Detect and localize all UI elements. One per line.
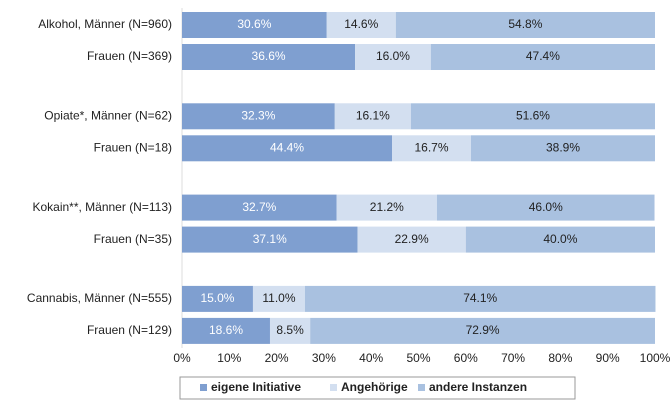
bar-segment — [471, 135, 655, 162]
data-label: 18.6% — [209, 323, 243, 337]
bar-segment — [304, 285, 656, 312]
data-label: 32.3% — [241, 108, 275, 122]
bar-segment — [357, 226, 466, 253]
data-label: 74.1% — [463, 291, 497, 305]
x-tick-label: 60% — [454, 351, 478, 365]
legend-label: eigene Initiative — [211, 380, 301, 394]
data-label: 37.1% — [253, 232, 287, 246]
data-label: 30.6% — [237, 17, 271, 31]
data-label: 36.6% — [252, 49, 286, 63]
data-label: 22.9% — [395, 232, 429, 246]
x-tick-label: 40% — [359, 351, 383, 365]
bar-segment — [182, 44, 356, 70]
x-tick-label: 50% — [406, 351, 430, 365]
data-label: 44.4% — [270, 140, 304, 154]
data-label: 38.9% — [546, 140, 580, 154]
bar-segment — [392, 135, 472, 162]
y-tick-label: Frauen (N=18) — [94, 140, 172, 154]
data-label: 72.9% — [466, 323, 500, 337]
data-label: 47.4% — [526, 49, 560, 63]
legend-box — [179, 376, 576, 400]
data-label: 46.0% — [529, 200, 563, 214]
data-label: 16.7% — [414, 140, 448, 154]
bar-segment — [310, 317, 655, 344]
bar-segment — [326, 12, 396, 38]
y-tick-label: Frauen (N=35) — [94, 232, 172, 246]
bar-segment — [334, 103, 411, 130]
data-label: 51.6% — [516, 108, 550, 122]
x-tick-label: 0% — [173, 351, 191, 365]
bar-segment — [182, 103, 335, 130]
data-label: 16.0% — [376, 49, 410, 63]
legend-swatch — [200, 384, 207, 391]
bar-segment — [182, 194, 337, 221]
y-tick-label: Frauen (N=369) — [87, 49, 172, 63]
bar-segment — [182, 226, 358, 253]
bar-segment — [269, 317, 311, 344]
bar-segment — [182, 285, 253, 312]
x-tick-label: 20% — [265, 351, 289, 365]
bar-segment — [336, 194, 437, 221]
data-label: 32.7% — [242, 200, 276, 214]
y-tick-label: Alkohol, Männer (N=960) — [38, 17, 172, 31]
data-label: 15.0% — [200, 291, 234, 305]
data-label: 16.1% — [356, 108, 390, 122]
x-tick-label: 70% — [501, 351, 525, 365]
legend-swatch — [418, 384, 425, 391]
x-tick-label: 100% — [640, 351, 670, 365]
x-tick-label: 90% — [596, 351, 620, 365]
x-tick-label: 10% — [217, 351, 241, 365]
legend-label: Angehörige — [341, 380, 408, 394]
data-label: 40.0% — [543, 232, 577, 246]
data-label: 11.0% — [262, 291, 295, 305]
legend-label: andere Instanzen — [429, 380, 527, 394]
data-label: 21.2% — [370, 200, 404, 214]
legend-swatch — [330, 384, 337, 391]
y-tick-label: Cannabis, Männer (N=555) — [27, 291, 172, 305]
data-label: 54.8% — [508, 17, 542, 31]
bar-segment — [182, 135, 393, 162]
bar-segment — [465, 226, 655, 253]
bar-segment — [436, 194, 655, 221]
data-label: 14.6% — [344, 17, 378, 31]
y-tick-label: Kokain**, Männer (N=113) — [32, 200, 172, 214]
bar-segment — [430, 44, 655, 70]
y-tick-label: Frauen (N=129) — [87, 323, 172, 337]
data-label: 8.5% — [276, 323, 304, 337]
bar-segment — [355, 44, 431, 70]
bar-segment — [252, 285, 305, 312]
bar-segment — [395, 12, 655, 38]
bar-segment — [182, 12, 327, 38]
bar-segment — [410, 103, 655, 130]
x-tick-label: 80% — [548, 351, 572, 365]
x-tick-label: 30% — [312, 351, 336, 365]
bar-segment — [182, 317, 270, 344]
y-tick-label: Opiate*, Männer (N=62) — [44, 108, 172, 122]
